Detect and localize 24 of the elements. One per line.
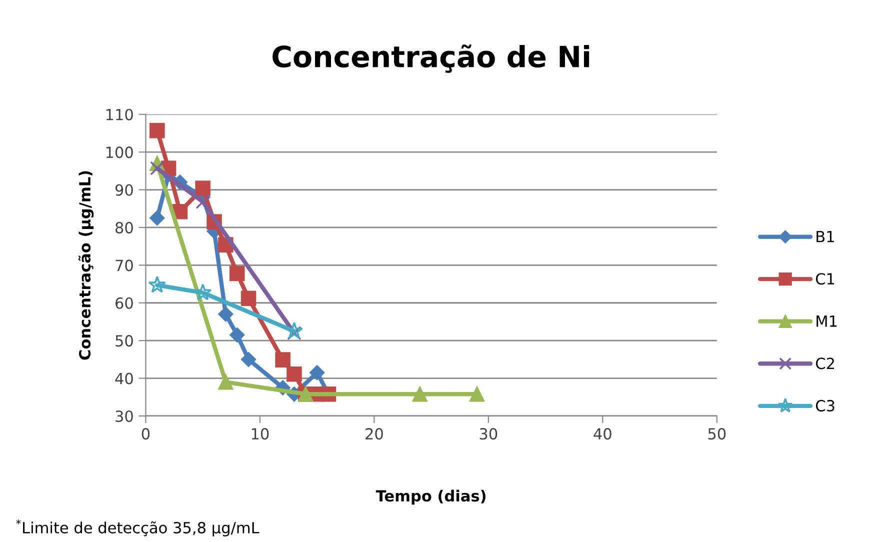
y-tick-label: 100	[106, 146, 133, 158]
legend-label: C3	[816, 400, 834, 412]
y-tick-label: 70	[116, 260, 133, 272]
x-tick-label: 30	[480, 428, 498, 440]
x-tick-label: 10	[252, 428, 269, 440]
x-axis-title: Tempo (dias)	[376, 490, 486, 505]
y-tick-label: 50	[116, 335, 133, 347]
chart-title: Concentração de Ni	[272, 44, 590, 73]
legend-label: C1	[816, 273, 834, 285]
x-tick-label: 40	[594, 428, 612, 440]
y-tick-label: 80	[116, 222, 133, 234]
legend-label: C2	[816, 358, 834, 370]
y-tick-label: 60	[116, 297, 133, 309]
y-tick-label: 90	[115, 184, 133, 196]
y-tick-label: 110	[106, 108, 133, 120]
x-tick-label: 0	[142, 428, 150, 440]
x-tick-label: 50	[708, 428, 726, 440]
y-axis-title: Concentração (µg/mL)	[78, 171, 94, 360]
legend-label: B1	[816, 230, 834, 242]
x-tick-label: 20	[366, 428, 383, 440]
y-tick-label: 30	[116, 410, 133, 422]
legend-label: M1	[816, 316, 837, 327]
text: $^{*}$Limite de detecção 35,8 µg/mL	[16, 519, 260, 536]
y-tick-label: 40	[115, 372, 133, 384]
